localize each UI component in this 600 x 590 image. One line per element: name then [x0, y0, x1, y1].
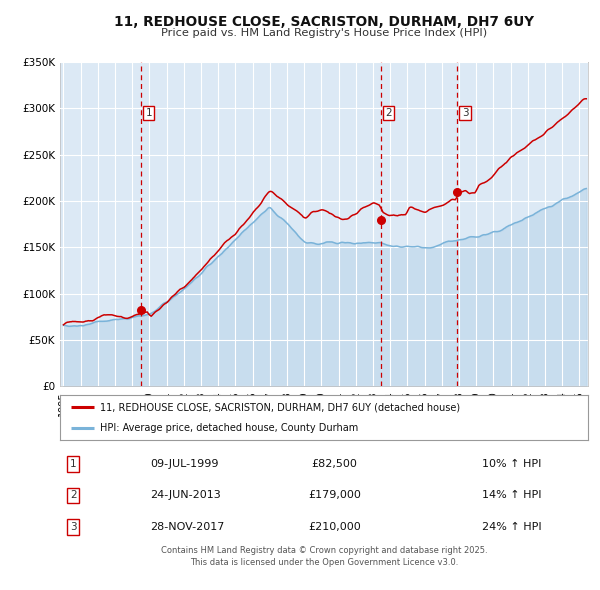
Text: 14% ↑ HPI: 14% ↑ HPI: [482, 490, 542, 500]
Text: £82,500: £82,500: [311, 460, 358, 469]
Text: 24% ↑ HPI: 24% ↑ HPI: [482, 522, 542, 532]
Text: 24-JUN-2013: 24-JUN-2013: [150, 490, 221, 500]
Text: HPI: Average price, detached house, County Durham: HPI: Average price, detached house, Coun…: [100, 424, 358, 434]
Text: 3: 3: [462, 108, 469, 118]
Text: £179,000: £179,000: [308, 490, 361, 500]
Text: 11, REDHOUSE CLOSE, SACRISTON, DURHAM, DH7 6UY (detached house): 11, REDHOUSE CLOSE, SACRISTON, DURHAM, D…: [100, 402, 460, 412]
Text: 1: 1: [145, 108, 152, 118]
Text: £210,000: £210,000: [308, 522, 361, 532]
Text: 09-JUL-1999: 09-JUL-1999: [150, 460, 218, 469]
Text: This data is licensed under the Open Government Licence v3.0.: This data is licensed under the Open Gov…: [190, 558, 458, 566]
Text: 2: 2: [70, 490, 77, 500]
Text: 28-NOV-2017: 28-NOV-2017: [150, 522, 224, 532]
Text: 2: 2: [386, 108, 392, 118]
Text: Price paid vs. HM Land Registry's House Price Index (HPI): Price paid vs. HM Land Registry's House …: [161, 28, 487, 38]
Text: 1: 1: [70, 460, 77, 469]
Text: 10% ↑ HPI: 10% ↑ HPI: [482, 460, 542, 469]
Text: Contains HM Land Registry data © Crown copyright and database right 2025.: Contains HM Land Registry data © Crown c…: [161, 546, 487, 555]
Text: 3: 3: [70, 522, 77, 532]
Text: 11, REDHOUSE CLOSE, SACRISTON, DURHAM, DH7 6UY: 11, REDHOUSE CLOSE, SACRISTON, DURHAM, D…: [114, 15, 534, 29]
